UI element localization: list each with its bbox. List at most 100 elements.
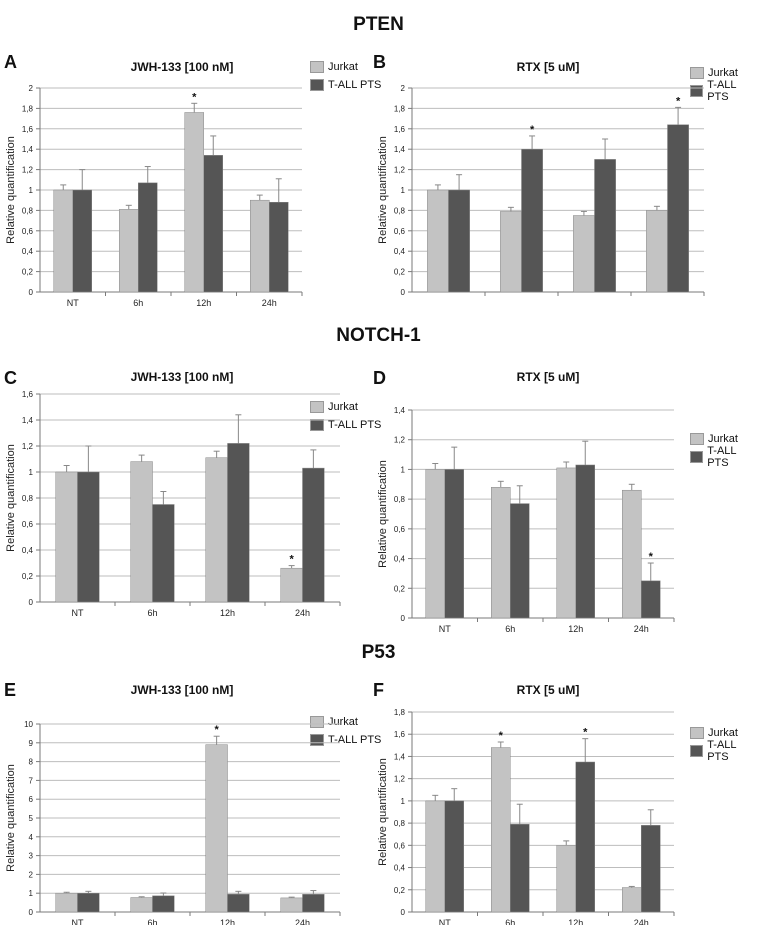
bar-jurkat bbox=[130, 897, 153, 913]
bar-tall bbox=[203, 155, 223, 293]
y-tick-label: 2 bbox=[29, 84, 34, 93]
y-tick-label: 1,6 bbox=[394, 125, 406, 134]
bar-chart-f: 0 0,2 0,4 0,6 0,8 1 1,2 1,4 1,6 1,8 Relative quant… bbox=[377, 708, 675, 925]
x-tick-label: NT bbox=[67, 298, 79, 308]
bar-jurkat bbox=[646, 210, 668, 293]
bar-tall bbox=[575, 464, 595, 619]
x-tick-label: 12h bbox=[568, 624, 583, 634]
x-tick-label: 6h bbox=[147, 608, 157, 618]
y-tick-label: 1,4 bbox=[394, 145, 406, 154]
legend-label-jurkat: Jurkat bbox=[328, 61, 358, 73]
bar-tall bbox=[594, 159, 616, 293]
y-tick-label: 1 bbox=[401, 797, 406, 806]
y-tick-label: 1 bbox=[29, 468, 34, 477]
chart-title-d: RTX [5 uM] bbox=[516, 370, 580, 384]
y-tick-label: 8 bbox=[29, 758, 34, 767]
legend-swatch-tall bbox=[690, 745, 704, 757]
bar-tall bbox=[510, 503, 530, 619]
legend-c: Jurkat T-ALL PTS bbox=[310, 398, 381, 434]
bar-jurkat bbox=[55, 471, 78, 603]
x-tick-label: 12h bbox=[220, 608, 235, 618]
bar-jurkat bbox=[425, 800, 446, 913]
significance-star: * bbox=[583, 727, 588, 739]
bar-tall bbox=[152, 504, 175, 603]
bar-jurkat bbox=[184, 112, 205, 293]
bar-tall bbox=[302, 467, 325, 603]
chart-panel-e: 0 1 2 3 4 5 6 7 8 9 10 Relative quantification NT 6h *… bbox=[0, 698, 370, 925]
y-tick-label: 1 bbox=[401, 186, 406, 195]
legend-label-jurkat: Jurkat bbox=[708, 727, 738, 739]
y-tick-label: 1,2 bbox=[394, 166, 406, 175]
bar-jurkat bbox=[556, 845, 577, 913]
y-tick-label: 0,8 bbox=[394, 819, 406, 828]
bar-jurkat bbox=[500, 211, 522, 293]
y-tick-label: 0,4 bbox=[22, 247, 34, 256]
bar-chart-a: 0 0,2 0,4 0,6 0,8 1 1,2 1,4 1,6 1,8 2 Relative quan… bbox=[5, 84, 303, 308]
y-tick-label: 4 bbox=[29, 833, 34, 842]
y-tick-label: 0 bbox=[29, 908, 34, 917]
bar-jurkat bbox=[573, 215, 595, 293]
y-tick-label: 0,6 bbox=[394, 841, 406, 850]
x-tick-label: 12h bbox=[196, 298, 211, 308]
x-tick-label: NT bbox=[439, 918, 451, 925]
x-tick-label: 12h bbox=[220, 918, 235, 925]
y-tick-label: 0,8 bbox=[394, 206, 406, 215]
y-tick-label: 5 bbox=[29, 814, 34, 823]
y-tick-label: 6 bbox=[29, 795, 34, 804]
legend-label-jurkat: Jurkat bbox=[708, 433, 738, 445]
bar-jurkat bbox=[205, 457, 228, 603]
bar-tall bbox=[269, 201, 289, 293]
y-axis-label: Relative quantification bbox=[5, 444, 17, 552]
bar-tall bbox=[444, 469, 464, 619]
bar-tall bbox=[152, 895, 175, 913]
y-tick-label: 1,2 bbox=[22, 442, 34, 451]
y-tick-label: 0,6 bbox=[22, 227, 34, 236]
legend-item-tall: T-ALL PTS bbox=[690, 739, 757, 763]
x-tick-label: 12h bbox=[568, 918, 583, 925]
y-axis-label: Relative quantification bbox=[5, 764, 17, 872]
y-tick-label: 0,8 bbox=[22, 494, 34, 503]
section-title-pten: PTEN bbox=[353, 14, 404, 35]
x-tick-label: 6h bbox=[505, 624, 515, 634]
legend-label-tall: T-ALL PTS bbox=[328, 419, 382, 431]
legend-swatch-jurkat bbox=[310, 401, 324, 413]
y-tick-label: 2 bbox=[401, 84, 406, 93]
legend-item-jurkat: Jurkat bbox=[310, 713, 381, 731]
bar-tall bbox=[138, 182, 158, 293]
chart-title-a: JWH-133 [100 nM] bbox=[130, 60, 234, 74]
y-tick-label: 0,4 bbox=[394, 864, 406, 873]
x-tick-label: NT bbox=[72, 918, 84, 925]
x-tick-label: 24h bbox=[295, 608, 310, 618]
y-tick-label: 0,8 bbox=[394, 495, 406, 504]
y-tick-label: 10 bbox=[24, 720, 33, 729]
legend-label-jurkat: Jurkat bbox=[708, 67, 738, 79]
bar-tall bbox=[575, 761, 595, 913]
bar-jurkat bbox=[119, 209, 139, 293]
y-tick-label: 1,4 bbox=[394, 406, 406, 415]
y-axis-label: Relative quantification bbox=[377, 460, 389, 568]
bar-jurkat bbox=[425, 469, 446, 619]
bar-jurkat bbox=[280, 567, 303, 603]
y-tick-label: 1 bbox=[29, 186, 34, 195]
y-tick-label: 1,6 bbox=[22, 125, 34, 134]
y-tick-label: 2 bbox=[29, 870, 34, 879]
significance-star: * bbox=[649, 551, 654, 563]
bar-tall bbox=[77, 471, 100, 603]
chart-title-b: RTX [5 uM] bbox=[516, 60, 580, 74]
y-tick-label: 1,2 bbox=[394, 436, 406, 445]
y-tick-label: 1,6 bbox=[394, 730, 406, 739]
y-tick-label: 1,2 bbox=[22, 166, 34, 175]
legend-swatch-tall bbox=[310, 79, 324, 91]
legend-a: Jurkat T-ALL PTS bbox=[310, 58, 381, 94]
y-axis-label: Relative quantification bbox=[377, 136, 389, 244]
legend-item-tall: T-ALL PTS bbox=[310, 76, 381, 94]
legend-item-jurkat: Jurkat bbox=[310, 398, 381, 416]
chart-panel-a: 0 0,2 0,4 0,6 0,8 1 1,2 1,4 1,6 1,8 2 Relative quan… bbox=[0, 80, 370, 312]
y-tick-label: 1,4 bbox=[394, 752, 406, 761]
legend-b: Jurkat T-ALL PTS bbox=[690, 64, 757, 103]
y-tick-label: 1,4 bbox=[22, 145, 34, 154]
legend-label-tall: T-ALL PTS bbox=[328, 79, 382, 91]
legend-item-tall: T-ALL PTS bbox=[690, 445, 757, 469]
y-tick-label: 0 bbox=[29, 288, 34, 297]
x-tick-label: 6h bbox=[505, 918, 515, 925]
